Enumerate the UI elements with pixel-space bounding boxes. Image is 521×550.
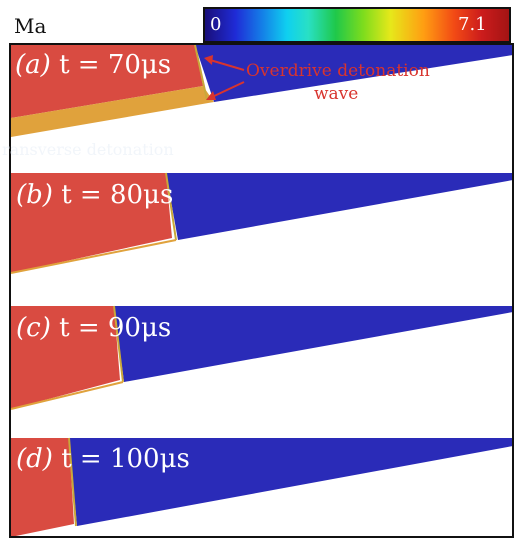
panel-a-unburned-region [195,45,513,102]
panel-a-detonation-front [11,86,214,137]
panel-c-label: (c) t = 90μs [16,313,171,343]
panel-b-time: t = 80μs [61,180,174,210]
panel-c-unburned-region [114,306,513,382]
colorbar-gradient [205,9,509,41]
panel-d-burned-region [11,438,74,537]
panel-c-front-line [113,305,124,383]
figure-frame [9,43,514,538]
panel-b-wall-line [10,239,177,274]
annotation-arrow-upper [209,59,245,71]
panel-c-letter: (c) [16,313,51,343]
annotation-arrow-lower [211,81,245,98]
panel-a-field [11,44,513,137]
panel-c-field [10,305,513,410]
panel-b-letter: (b) [16,180,53,210]
annotation-arrowhead-lower [206,91,216,100]
overdrive-annotation-line2: wave [314,84,359,104]
colorbar-min-label: 0 [210,14,222,35]
panel-c-wall-line [10,381,124,410]
panel-d-time: t = 100μs [61,444,190,474]
panel-b-label: (b) t = 80μs [16,180,173,210]
colorbar-variable-label: Ma [14,14,47,38]
panel-a-letter: (a) [15,50,51,80]
panel-d-front-line [68,437,77,527]
panel-b-front-line [165,172,177,241]
ghost-transverse-detonation-label: ransverse detonation [2,140,174,159]
panel-b-burned-region [11,173,172,273]
panel-a-label: (a) t = 70μs [15,50,171,80]
panel-d-letter: (d) [16,444,53,474]
overdrive-annotation-line1: Overdrive detonation [246,61,430,81]
annotation-arrowhead-upper [204,55,213,65]
panel-b-field [10,172,513,274]
panel-d-unburned-region [69,438,513,526]
panel-b-unburned-region [166,173,513,240]
panel-c-time: t = 90μs [59,313,172,343]
panel-a-front-line [194,44,208,101]
panel-d-label: (d) t = 100μs [16,444,190,474]
colorbar-max-label: 7.1 [458,14,487,35]
mach-colorbar [203,7,511,43]
panel-a-burned-region [11,45,203,118]
panel-d-field [11,437,513,537]
panel-c-burned-region [11,306,120,409]
panel-a-time: t = 70μs [59,50,172,80]
